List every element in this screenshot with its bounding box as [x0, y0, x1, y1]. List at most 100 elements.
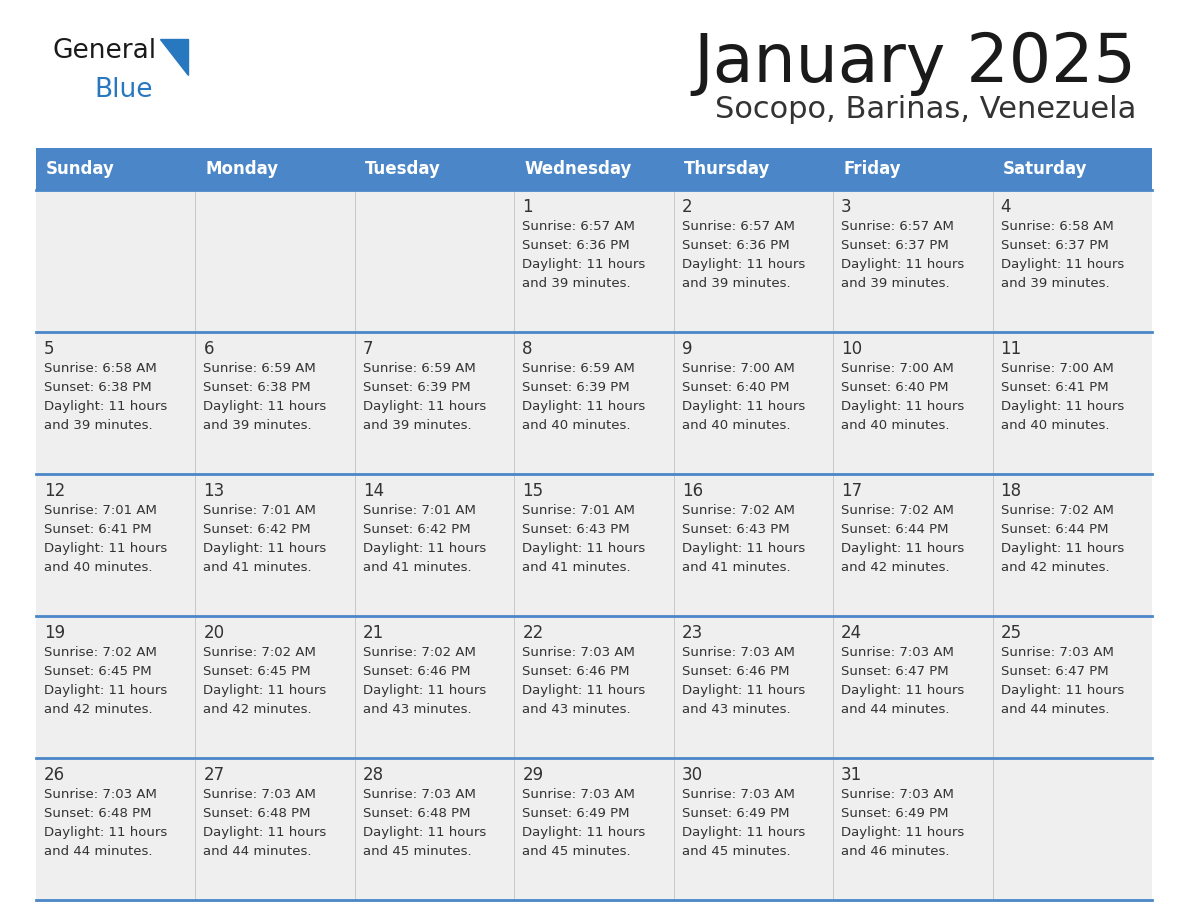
Bar	[992, 190, 1152, 332]
Text: Sunset: 6:43 PM: Sunset: 6:43 PM	[523, 523, 630, 536]
Text: 4: 4	[1000, 198, 1011, 216]
Text: Sunset: 6:38 PM: Sunset: 6:38 PM	[203, 381, 311, 394]
Text: General: General	[52, 38, 156, 64]
Text: 20: 20	[203, 624, 225, 642]
Text: Sunset: 6:39 PM: Sunset: 6:39 PM	[362, 381, 470, 394]
Text: 23: 23	[682, 624, 703, 642]
Text: 21: 21	[362, 624, 384, 642]
Bar	[514, 474, 674, 616]
Text: Saturday: Saturday	[1003, 160, 1087, 178]
Text: and 46 minutes.: and 46 minutes.	[841, 845, 949, 858]
Text: Sunset: 6:41 PM: Sunset: 6:41 PM	[1000, 381, 1108, 394]
Text: Sunrise: 7:02 AM: Sunrise: 7:02 AM	[682, 504, 795, 517]
Text: Sunrise: 7:03 AM: Sunrise: 7:03 AM	[523, 646, 636, 659]
Text: 7: 7	[362, 340, 373, 358]
Text: and 44 minutes.: and 44 minutes.	[44, 845, 152, 858]
Text: Sunset: 6:40 PM: Sunset: 6:40 PM	[682, 381, 789, 394]
Text: and 42 minutes.: and 42 minutes.	[44, 703, 152, 716]
Bar	[355, 190, 514, 332]
Bar	[992, 758, 1152, 900]
Text: Sunset: 6:48 PM: Sunset: 6:48 PM	[203, 807, 311, 820]
Text: and 42 minutes.: and 42 minutes.	[841, 561, 949, 574]
Text: and 41 minutes.: and 41 minutes.	[362, 561, 472, 574]
Text: Daylight: 11 hours: Daylight: 11 hours	[44, 400, 168, 413]
Text: Daylight: 11 hours: Daylight: 11 hours	[362, 826, 486, 839]
Text: Sunset: 6:49 PM: Sunset: 6:49 PM	[682, 807, 789, 820]
Text: Sunrise: 6:57 AM: Sunrise: 6:57 AM	[682, 220, 795, 233]
Text: Daylight: 11 hours: Daylight: 11 hours	[44, 542, 168, 555]
Bar	[992, 616, 1152, 758]
Text: and 40 minutes.: and 40 minutes.	[523, 419, 631, 432]
Text: 18: 18	[1000, 482, 1022, 500]
Text: Sunrise: 7:03 AM: Sunrise: 7:03 AM	[523, 788, 636, 801]
Text: and 39 minutes.: and 39 minutes.	[523, 277, 631, 290]
Bar	[833, 190, 992, 332]
Polygon shape	[160, 39, 188, 75]
Text: Daylight: 11 hours: Daylight: 11 hours	[841, 258, 965, 271]
Text: 10: 10	[841, 340, 862, 358]
Text: Daylight: 11 hours: Daylight: 11 hours	[203, 400, 327, 413]
Text: Sunset: 6:47 PM: Sunset: 6:47 PM	[841, 665, 949, 678]
Text: Sunrise: 7:03 AM: Sunrise: 7:03 AM	[682, 788, 795, 801]
Text: Sunrise: 7:03 AM: Sunrise: 7:03 AM	[362, 788, 475, 801]
Text: Sunset: 6:39 PM: Sunset: 6:39 PM	[523, 381, 630, 394]
Text: Sunset: 6:49 PM: Sunset: 6:49 PM	[841, 807, 949, 820]
Text: and 45 minutes.: and 45 minutes.	[362, 845, 472, 858]
Text: Sunrise: 7:02 AM: Sunrise: 7:02 AM	[44, 646, 157, 659]
Text: Sunset: 6:49 PM: Sunset: 6:49 PM	[523, 807, 630, 820]
Text: Thursday: Thursday	[684, 160, 770, 178]
Bar	[674, 474, 833, 616]
Text: 26: 26	[44, 766, 65, 784]
Bar	[36, 190, 196, 332]
Text: and 43 minutes.: and 43 minutes.	[682, 703, 790, 716]
Bar	[674, 190, 833, 332]
Text: 8: 8	[523, 340, 532, 358]
Text: Sunset: 6:37 PM: Sunset: 6:37 PM	[1000, 239, 1108, 252]
Bar	[833, 474, 992, 616]
Text: 31: 31	[841, 766, 862, 784]
Text: and 45 minutes.: and 45 minutes.	[682, 845, 790, 858]
Text: 27: 27	[203, 766, 225, 784]
Text: and 41 minutes.: and 41 minutes.	[203, 561, 312, 574]
Text: Sunset: 6:47 PM: Sunset: 6:47 PM	[1000, 665, 1108, 678]
Text: Daylight: 11 hours: Daylight: 11 hours	[841, 684, 965, 697]
Bar	[196, 190, 355, 332]
Text: Sunset: 6:45 PM: Sunset: 6:45 PM	[203, 665, 311, 678]
Bar	[833, 758, 992, 900]
Text: Sunrise: 7:03 AM: Sunrise: 7:03 AM	[1000, 646, 1113, 659]
Text: Sunday: Sunday	[46, 160, 115, 178]
Text: Sunrise: 7:00 AM: Sunrise: 7:00 AM	[841, 362, 954, 375]
Text: Sunrise: 7:00 AM: Sunrise: 7:00 AM	[682, 362, 795, 375]
Text: Daylight: 11 hours: Daylight: 11 hours	[1000, 542, 1124, 555]
Text: Sunrise: 6:58 AM: Sunrise: 6:58 AM	[1000, 220, 1113, 233]
Text: 11: 11	[1000, 340, 1022, 358]
Bar	[674, 616, 833, 758]
Text: Daylight: 11 hours: Daylight: 11 hours	[841, 400, 965, 413]
Bar	[674, 332, 833, 474]
Text: Sunrise: 7:03 AM: Sunrise: 7:03 AM	[203, 788, 316, 801]
Text: Wednesday: Wednesday	[524, 160, 632, 178]
Bar	[992, 474, 1152, 616]
Text: 15: 15	[523, 482, 543, 500]
Text: and 39 minutes.: and 39 minutes.	[44, 419, 152, 432]
Text: Sunset: 6:40 PM: Sunset: 6:40 PM	[841, 381, 949, 394]
Text: Sunrise: 7:03 AM: Sunrise: 7:03 AM	[841, 646, 954, 659]
Text: Sunrise: 7:02 AM: Sunrise: 7:02 AM	[362, 646, 475, 659]
Text: 9: 9	[682, 340, 693, 358]
Text: Sunset: 6:36 PM: Sunset: 6:36 PM	[523, 239, 630, 252]
Bar	[833, 332, 992, 474]
Text: Daylight: 11 hours: Daylight: 11 hours	[203, 684, 327, 697]
Text: 29: 29	[523, 766, 543, 784]
Text: Sunrise: 7:03 AM: Sunrise: 7:03 AM	[44, 788, 157, 801]
Bar	[36, 474, 196, 616]
Text: 25: 25	[1000, 624, 1022, 642]
Text: 16: 16	[682, 482, 703, 500]
Text: Daylight: 11 hours: Daylight: 11 hours	[523, 400, 645, 413]
Bar	[992, 148, 1152, 190]
Text: Daylight: 11 hours: Daylight: 11 hours	[682, 826, 805, 839]
Text: and 39 minutes.: and 39 minutes.	[841, 277, 949, 290]
Text: Sunrise: 7:01 AM: Sunrise: 7:01 AM	[44, 504, 157, 517]
Text: 30: 30	[682, 766, 703, 784]
Text: Daylight: 11 hours: Daylight: 11 hours	[44, 826, 168, 839]
Text: Sunrise: 7:01 AM: Sunrise: 7:01 AM	[203, 504, 316, 517]
